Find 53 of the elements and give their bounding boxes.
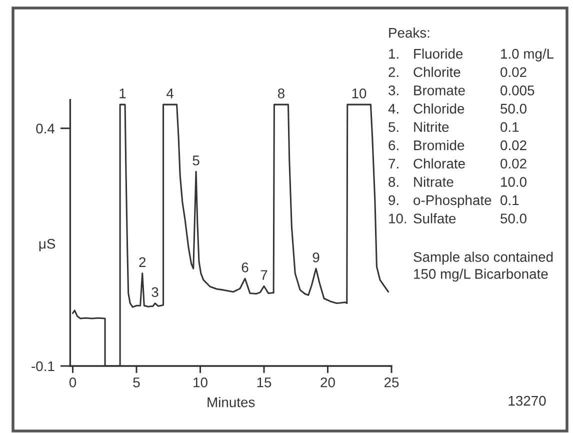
- text: Chlorite: [414, 66, 460, 78]
- annotation: 8.: [388, 176, 398, 187]
- x-tick-label: 20: [320, 377, 335, 388]
- x-tick-label: 25: [384, 377, 399, 388]
- text: 0.1: [500, 195, 519, 206]
- text: 10.0: [501, 176, 526, 187]
- annotation: 9.: [388, 195, 398, 206]
- text: 0.1: [500, 122, 519, 132]
- text: Bromide: [414, 140, 464, 150]
- text: Chloride: [414, 103, 464, 114]
- annotation: 8: [278, 88, 284, 98]
- x-tick-label: 0: [69, 377, 76, 388]
- annotation: 5: [192, 156, 200, 166]
- y-tick-label: 0.4: [36, 124, 55, 134]
- text: Nitrate: [414, 176, 454, 187]
- text: 0.02: [500, 67, 526, 78]
- text: 13270: [508, 396, 546, 406]
- x-tick-label: 5: [133, 378, 140, 388]
- annotation: 9: [312, 252, 320, 262]
- text: Peaks:: [389, 28, 430, 38]
- text: 50.0: [500, 214, 526, 224]
- text: 0.02: [500, 140, 526, 150]
- text: 0.02: [500, 158, 526, 169]
- annotation: 10.: [389, 214, 406, 224]
- y-axis-title: μS: [39, 238, 56, 252]
- text: Chlorate: [414, 158, 465, 169]
- annotation: 4: [166, 88, 174, 98]
- annotation: 4.: [388, 104, 398, 114]
- x-tick-label: 10: [194, 377, 208, 388]
- text: o-Phosphate: [414, 194, 492, 208]
- annotation: 5.: [388, 122, 398, 132]
- text: Sample also contained 150 mg/L Bicarbonate: [414, 252, 553, 282]
- annotation: 7: [260, 270, 268, 280]
- text: 0.005: [500, 85, 534, 96]
- annotation: 1: [120, 88, 126, 98]
- y-tick-label: -0.1: [32, 361, 54, 372]
- x-tick-label: 15: [257, 378, 272, 388]
- text: 50.0: [500, 104, 526, 114]
- text: Nitrite: [414, 122, 449, 132]
- text: 2.: [388, 67, 398, 77]
- text: 1.: [389, 49, 398, 59]
- annotation: 10: [352, 88, 366, 98]
- annotation: 6: [242, 262, 248, 272]
- annotation: 7.: [388, 158, 398, 168]
- text: Bromate: [414, 86, 465, 96]
- text: 3.: [388, 85, 398, 96]
- text: Fluoride: [414, 48, 463, 59]
- x-axis-title: Minutes: [208, 397, 255, 408]
- annotation: 3: [152, 287, 158, 298]
- text: Sulfate: [414, 213, 456, 224]
- text: 1.0 mg/L: [501, 48, 554, 62]
- annotation: 6.: [388, 140, 398, 150]
- annotation: 2: [139, 257, 146, 267]
